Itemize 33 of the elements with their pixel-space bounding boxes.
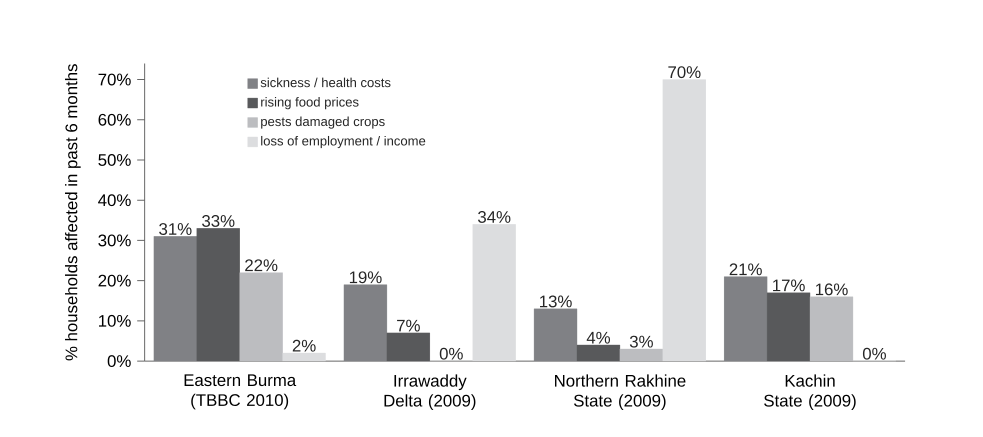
- y-tick-label: 40%: [98, 194, 131, 206]
- data-label: 34%: [478, 211, 510, 224]
- data-label: 3%: [630, 336, 653, 348]
- data-label: 19%: [350, 272, 382, 284]
- data-label: 4%: [586, 332, 610, 344]
- y-tick-label: 70%: [98, 74, 131, 86]
- data-label: 33%: [202, 215, 234, 228]
- legend-label: rising food prices: [261, 97, 359, 110]
- legend-label: loss of employment / income: [261, 136, 426, 148]
- y-tick-label: 30%: [98, 234, 131, 247]
- y-tick-label: 0%: [108, 355, 131, 368]
- y-tick-label: 60%: [98, 114, 131, 126]
- x-tick-label: Kachin State (2009): [764, 374, 856, 410]
- data-label: 70%: [668, 66, 701, 78]
- legend-label: sickness / health costs: [260, 78, 390, 88]
- data-label: 7%: [397, 320, 420, 332]
- legend-label: pests damaged crops: [261, 116, 385, 129]
- data-label: 16%: [816, 284, 848, 296]
- y-tick-label: 50%: [98, 154, 131, 166]
- x-tick-label: Irrawaddy Delta (2009): [384, 374, 476, 410]
- data-label: 2%: [292, 340, 316, 352]
- data-label: 13%: [540, 296, 572, 308]
- y-tick-label: 10%: [99, 315, 131, 327]
- x-tick-label: Northern Rakhine State (2009): [555, 374, 686, 410]
- data-label: 22%: [245, 260, 278, 272]
- data-label: 0%: [862, 348, 886, 360]
- x-tick-label: Eastern Burma (TBBC 2010): [184, 374, 296, 410]
- data-label: 17%: [773, 280, 805, 292]
- data-label: 0%: [440, 348, 463, 360]
- y-tick-label: 20%: [98, 274, 131, 287]
- data-label: 21%: [730, 264, 762, 276]
- data-label: 31%: [159, 223, 192, 236]
- y-axis-title: % households affected in past 6 months: [65, 64, 81, 361]
